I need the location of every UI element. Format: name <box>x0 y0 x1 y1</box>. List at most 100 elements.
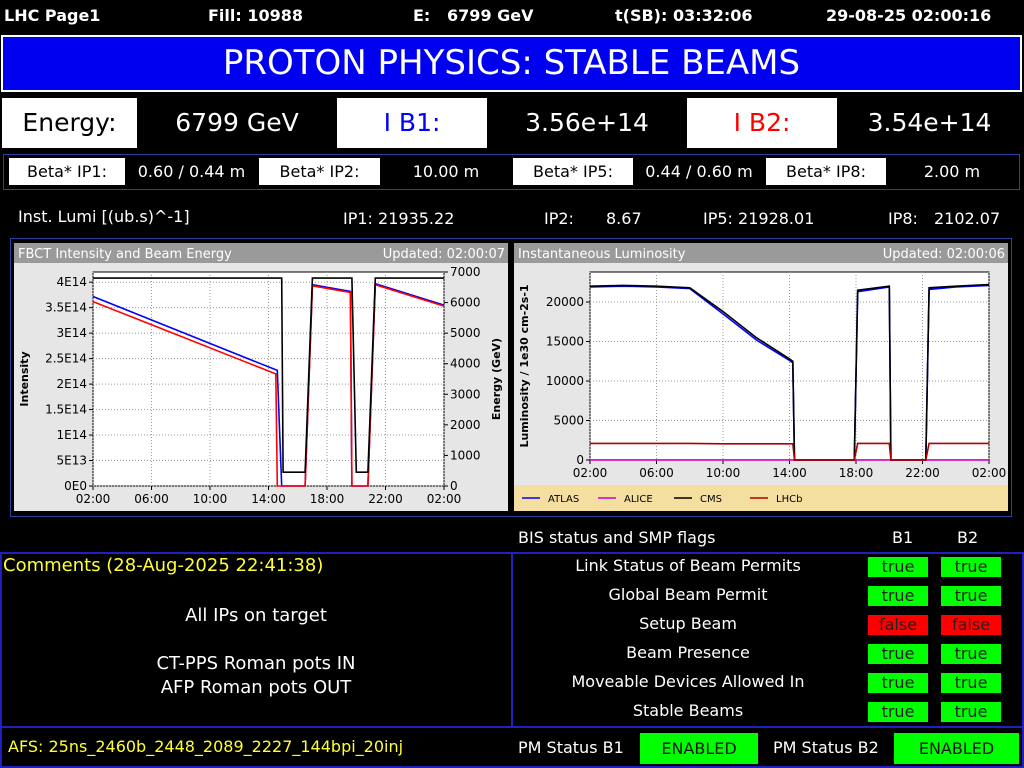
pm-b2-label: PM Status B2 <box>773 738 879 757</box>
chart-header <box>14 243 508 263</box>
legend-label: ATLAS <box>548 494 579 505</box>
chart-title: Instantaneous Luminosity <box>518 247 686 262</box>
page-name: LHC Page1 <box>4 6 101 25</box>
x-tick-label: 06:00 <box>639 466 674 480</box>
lumi-ip1: IP1: 21935.22 <box>343 209 455 228</box>
beta-box <box>3 154 1020 190</box>
y-tick-label: 1E14 <box>57 428 88 442</box>
x-tick-label: 22:00 <box>905 466 940 480</box>
footer-box <box>0 726 1024 768</box>
y2-tick-label: 2000 <box>450 418 481 432</box>
beta-label: Beta* IP8: <box>766 158 886 185</box>
pm-b1-status: ENABLED <box>640 733 758 764</box>
beta-value: 0.44 / 0.60 m <box>645 162 753 181</box>
x-tick-label: 02:00 <box>972 466 1007 480</box>
flag-b1: true <box>868 644 928 664</box>
timestamp: 29-08-25 02:00:16 <box>826 6 992 25</box>
x-tick-label: 02:00 <box>427 492 462 506</box>
lumi-ip8-label: IP8: <box>888 209 918 228</box>
x-tick-label: 06:00 <box>134 492 169 506</box>
ib2-value: 3.54e+14 <box>867 108 992 137</box>
flag-b2: true <box>941 702 1001 722</box>
energy-label: Energy: <box>2 98 137 148</box>
comment-line: All IPs on target <box>185 605 327 626</box>
lumi-ip2-label: IP2: <box>544 209 574 228</box>
y2-tick-label: 3000 <box>450 387 481 401</box>
y2-tick-label: 6000 <box>450 296 481 310</box>
beta-value: 10.00 m <box>412 162 480 181</box>
flags-b1: B1 <box>892 528 914 547</box>
chart: FBCT Intensity and Beam Energy Updated: 0… <box>14 243 508 511</box>
flag-b2: false <box>941 615 1001 635</box>
y-tick-label: 5E13 <box>57 454 88 468</box>
beta-value: 0.60 / 0.44 m <box>137 162 246 181</box>
lumi-ip5: IP5: 21928.01 <box>703 209 815 228</box>
ib2-label: I B2: <box>687 98 837 148</box>
beta-label: Beta* IP1: <box>9 158 125 185</box>
lumi-ip8: 2102.07 <box>934 209 1001 228</box>
afs: AFS: 25ns_2460b_2448_2089_2227_144bpi_20… <box>8 737 404 756</box>
series-line <box>590 442 989 461</box>
comments-title: Comments (28-Aug-2025 22:41:38) <box>3 555 324 576</box>
flag-b2: true <box>941 644 1001 664</box>
y-axis-label: Intensity <box>18 351 31 406</box>
series-line <box>93 277 444 473</box>
chart-header <box>514 243 1008 263</box>
pm-b1-label: PM Status B1 <box>518 738 624 757</box>
flags-title: BIS status and SMP flags <box>518 528 716 547</box>
comment-line: AFP Roman pots OUT <box>160 677 352 698</box>
y-tick-label: 1.5E14 <box>45 403 87 417</box>
chart-title: FBCT Intensity and Beam Energy <box>18 247 232 262</box>
y2-tick-label: 5000 <box>450 326 481 340</box>
y-tick-label: 10000 <box>546 374 584 388</box>
chart-subtitle: Updated: 02:00:07 <box>383 247 505 262</box>
stable-beams-time: t(SB): 03:32:06 <box>615 6 753 25</box>
legend-label: ALICE <box>624 494 653 505</box>
ib1-label: I B1: <box>337 98 487 148</box>
x-tick-label: 02:00 <box>76 492 111 506</box>
x-tick-label: 10:00 <box>706 466 741 480</box>
x-tick-label: 10:00 <box>193 492 228 506</box>
flag-b1: true <box>868 557 928 577</box>
lumi-label: Inst. Lumi [(ub.s)^-1] <box>18 207 190 226</box>
flag-b1: true <box>868 702 928 722</box>
legend-label: LHCb <box>776 494 802 505</box>
flag-name: Beam Presence <box>626 643 750 662</box>
flag-name: Setup Beam <box>639 614 737 633</box>
flag-b2: true <box>941 586 1001 606</box>
y-tick-label: 4E14 <box>57 275 88 289</box>
flag-name: Moveable Devices Allowed In <box>571 672 805 691</box>
chart: Instantaneous Luminosity Updated: 02:00:0… <box>514 243 1008 511</box>
y-tick-label: 3E14 <box>57 326 88 340</box>
x-tick-label: 02:00 <box>573 466 608 480</box>
energy: E: 6799 GeV <box>413 6 534 25</box>
y2-tick-label: 0 <box>450 479 458 493</box>
flag-b2: true <box>941 557 1001 577</box>
flag-name: Global Beam Permit <box>608 585 768 604</box>
fill: Fill: 10988 <box>208 6 304 25</box>
x-tick-label: 22:00 <box>368 492 403 506</box>
y2-axis-label: Energy (GeV) <box>490 338 503 420</box>
y-tick-label: 0 <box>576 453 584 467</box>
y2-tick-label: 7000 <box>450 265 481 279</box>
energy-value: 6799 GeV <box>175 108 299 137</box>
x-tick-label: 18:00 <box>839 466 874 480</box>
chart-subtitle: Updated: 02:00:06 <box>883 247 1005 262</box>
y-tick-label: 5000 <box>553 414 584 428</box>
flag-b1: true <box>868 586 928 606</box>
x-tick-label: 14:00 <box>251 492 286 506</box>
banner: PROTON PHYSICS: STABLE BEAMS <box>1 35 1022 92</box>
pm-b2-status: ENABLED <box>894 733 1019 764</box>
plot-area <box>92 271 445 487</box>
flags-b2: B2 <box>957 528 979 547</box>
flag-b2: true <box>941 673 1001 693</box>
beta-value: 2.00 m <box>923 162 981 181</box>
y-tick-label: 2.5E14 <box>45 352 87 366</box>
y-tick-label: 15000 <box>546 335 584 349</box>
y2-tick-label: 4000 <box>450 357 481 371</box>
flag-b1: true <box>868 673 928 693</box>
flag-name: Stable Beams <box>632 701 744 720</box>
comment-line: CT-PPS Roman pots IN <box>156 653 356 674</box>
comments-box <box>0 552 513 728</box>
